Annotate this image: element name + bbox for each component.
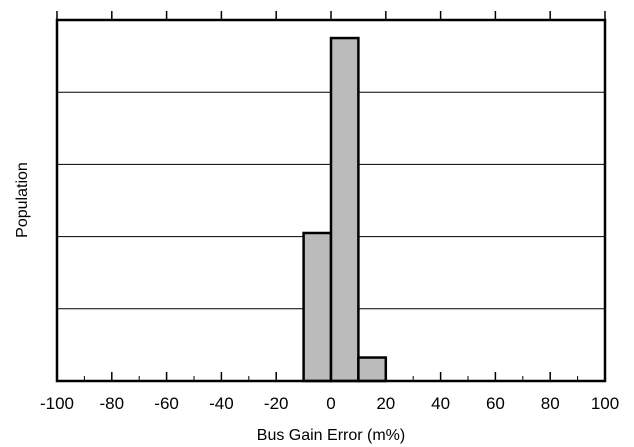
histogram-bar — [329, 36, 360, 383]
x-tick-label: -100 — [40, 394, 74, 413]
x-tick-label: 0 — [326, 394, 335, 413]
x-tick-label: 20 — [376, 394, 395, 413]
x-axis-ticks — [56, 11, 606, 381]
histogram-bars — [302, 36, 388, 383]
x-tick-label: -20 — [264, 394, 289, 413]
histogram-bar — [357, 356, 388, 383]
x-tick-label: -80 — [100, 394, 125, 413]
x-tick-label: 80 — [541, 394, 560, 413]
x-axis-title: Bus Gain Error (m%) — [257, 427, 405, 444]
x-tick-label: -60 — [154, 394, 179, 413]
x-tick-label: 40 — [431, 394, 450, 413]
x-axis-tick-labels: -100 -80 -60 -40 -20 0 20 40 60 80 100 — [40, 394, 619, 413]
histogram-bar — [302, 231, 333, 383]
x-tick-label: -40 — [209, 394, 234, 413]
x-tick-label: 100 — [591, 394, 619, 413]
x-tick-label: 60 — [486, 394, 505, 413]
y-axis-title: Population — [14, 162, 31, 238]
